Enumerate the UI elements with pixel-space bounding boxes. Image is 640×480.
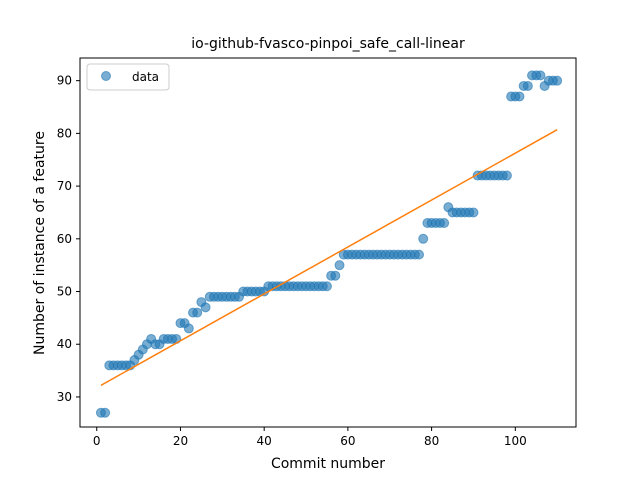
data-point — [522, 80, 533, 91]
data-point — [192, 307, 203, 318]
data-point — [501, 170, 512, 181]
y-tick-label: 60 — [57, 232, 72, 246]
x-tick-label: 0 — [93, 434, 101, 448]
y-tick-label: 80 — [57, 126, 72, 140]
axes-frame — [79, 57, 577, 428]
y-tick-label: 70 — [57, 179, 72, 193]
plot-layer — [95, 70, 563, 418]
ticks-layer: 0 20 40 60 80 100 30 40 50 60 70 80 90 — [57, 74, 527, 448]
x-tick-label: 40 — [257, 434, 272, 448]
chart-title: io-github-fvasco-pinpoi_safe_call-linear — [191, 36, 465, 52]
data-point — [183, 323, 194, 334]
y-tick-label: 30 — [57, 390, 72, 404]
legend: data — [86, 63, 170, 91]
data-point — [552, 75, 563, 86]
legend-label-data: data — [132, 70, 159, 84]
data-point — [321, 281, 332, 292]
x-axis-label: Commit number — [271, 456, 385, 472]
data-point — [418, 233, 429, 244]
legend-marker-data — [101, 71, 111, 81]
data-point — [514, 91, 525, 102]
x-tick-label: 60 — [340, 434, 355, 448]
data-point — [468, 207, 479, 218]
data-point — [330, 270, 341, 281]
data-point — [535, 70, 546, 81]
data-point — [334, 260, 345, 271]
fit-line — [100, 129, 558, 387]
y-tick-label: 90 — [57, 74, 72, 88]
x-tick-label: 80 — [424, 434, 439, 448]
legend-box — [86, 63, 170, 91]
y-tick-label: 50 — [57, 285, 72, 299]
data-point — [200, 302, 211, 313]
data-point — [439, 218, 450, 228]
y-axis-label: Number of instance of a feature — [32, 131, 48, 355]
data-point — [414, 249, 425, 260]
x-tick-label: 20 — [173, 434, 188, 448]
x-tick-label: 100 — [504, 434, 527, 448]
y-tick-label: 40 — [57, 337, 72, 351]
data-point — [100, 407, 111, 418]
